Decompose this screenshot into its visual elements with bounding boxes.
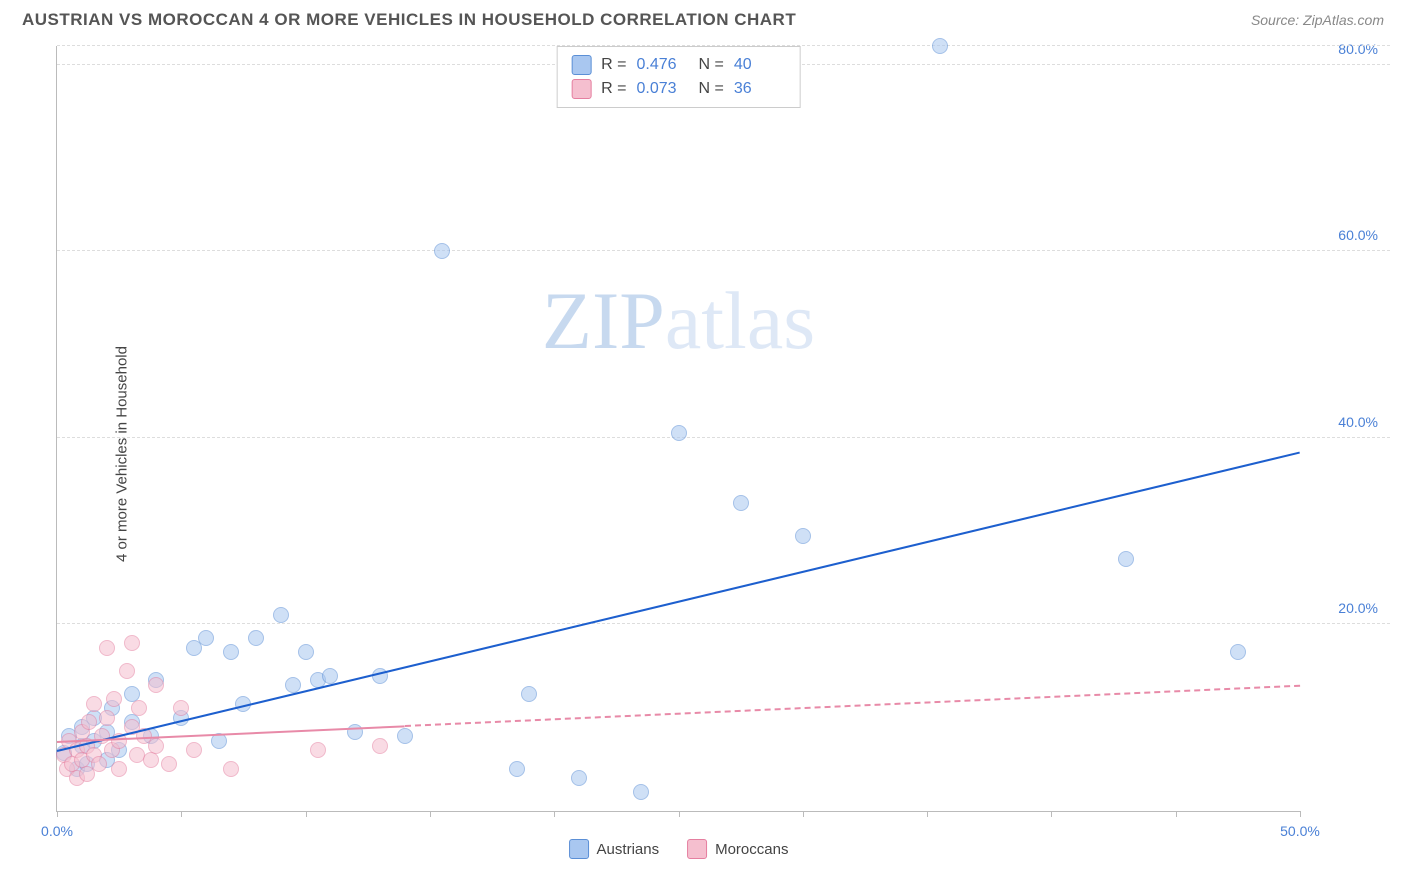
plot-area: ZIPatlas R =0.476N =40R =0.073N =36 Aust… bbox=[56, 46, 1300, 812]
scatter-point bbox=[434, 243, 450, 259]
chart-container: 4 or more Vehicles in Household ZIPatlas… bbox=[46, 46, 1390, 862]
legend-label: Austrians bbox=[597, 841, 660, 858]
stat-n-value: 36 bbox=[734, 80, 786, 98]
x-tick-mark bbox=[927, 811, 928, 817]
scatter-point bbox=[298, 644, 314, 660]
trend-line-dashed bbox=[405, 685, 1300, 727]
scatter-point bbox=[223, 644, 239, 660]
scatter-point bbox=[372, 738, 388, 754]
legend-bottom: Austrians Moroccans bbox=[569, 839, 789, 859]
stat-n-label: N = bbox=[699, 80, 724, 98]
x-tick-mark bbox=[430, 811, 431, 817]
scatter-point bbox=[1118, 551, 1134, 567]
stat-r-value: 0.476 bbox=[637, 56, 689, 74]
scatter-point bbox=[161, 756, 177, 772]
legend-swatch bbox=[569, 839, 589, 859]
y-tick-label: 40.0% bbox=[1338, 414, 1378, 430]
y-tick-label: 80.0% bbox=[1338, 41, 1378, 57]
scatter-point bbox=[198, 630, 214, 646]
legend-stats-row: R = 0.073 N = 36 bbox=[571, 77, 786, 101]
scatter-point bbox=[173, 700, 189, 716]
scatter-point bbox=[521, 686, 537, 702]
chart-title: AUSTRIAN VS MOROCCAN 4 OR MORE VEHICLES … bbox=[22, 10, 796, 30]
scatter-point bbox=[111, 761, 127, 777]
scatter-point bbox=[509, 761, 525, 777]
scatter-point bbox=[143, 752, 159, 768]
scatter-point bbox=[99, 710, 115, 726]
legend-swatch bbox=[571, 55, 591, 75]
scatter-point bbox=[733, 495, 749, 511]
scatter-point bbox=[223, 761, 239, 777]
scatter-point bbox=[99, 640, 115, 656]
stat-r-label: R = bbox=[601, 56, 626, 74]
x-tick-mark bbox=[679, 811, 680, 817]
stat-r-label: R = bbox=[601, 80, 626, 98]
scatter-point bbox=[310, 742, 326, 758]
scatter-point bbox=[129, 747, 145, 763]
scatter-point bbox=[81, 714, 97, 730]
scatter-point bbox=[397, 728, 413, 744]
x-tick-label: 50.0% bbox=[1280, 823, 1320, 839]
scatter-point bbox=[285, 677, 301, 693]
x-tick-label: 0.0% bbox=[41, 823, 73, 839]
scatter-point bbox=[1230, 644, 1246, 660]
x-tick-mark bbox=[306, 811, 307, 817]
gridline bbox=[57, 437, 1390, 438]
legend-stats-row: R = 0.476 N = 40 bbox=[571, 53, 786, 77]
legend-item: Moroccans bbox=[687, 839, 788, 859]
x-tick-mark bbox=[181, 811, 182, 817]
scatter-point bbox=[932, 38, 948, 54]
scatter-point bbox=[671, 425, 687, 441]
scatter-point bbox=[124, 635, 140, 651]
legend-label: Moroccans bbox=[715, 841, 788, 858]
scatter-point bbox=[795, 528, 811, 544]
scatter-point bbox=[148, 677, 164, 693]
x-tick-mark bbox=[57, 811, 58, 817]
gridline bbox=[57, 250, 1390, 251]
scatter-point bbox=[273, 607, 289, 623]
scatter-point bbox=[322, 668, 338, 684]
scatter-point bbox=[571, 770, 587, 786]
scatter-point bbox=[131, 700, 147, 716]
scatter-point bbox=[248, 630, 264, 646]
legend-item: Austrians bbox=[569, 839, 660, 859]
chart-source: Source: ZipAtlas.com bbox=[1251, 12, 1384, 28]
y-tick-label: 60.0% bbox=[1338, 227, 1378, 243]
legend-swatch bbox=[571, 79, 591, 99]
stat-n-value: 40 bbox=[734, 56, 786, 74]
scatter-point bbox=[186, 742, 202, 758]
scatter-point bbox=[148, 738, 164, 754]
x-tick-mark bbox=[554, 811, 555, 817]
x-tick-mark bbox=[803, 811, 804, 817]
stat-r-value: 0.073 bbox=[637, 80, 689, 98]
scatter-point bbox=[347, 724, 363, 740]
scatter-point bbox=[106, 691, 122, 707]
watermark: ZIPatlas bbox=[542, 274, 815, 368]
scatter-point bbox=[86, 696, 102, 712]
trend-line bbox=[57, 452, 1300, 752]
legend-stats: R = 0.476 N = 40 R = 0.073 N = 36 bbox=[556, 46, 801, 108]
scatter-point bbox=[633, 784, 649, 800]
stat-n-label: N = bbox=[699, 56, 724, 74]
x-tick-mark bbox=[1051, 811, 1052, 817]
scatter-point bbox=[119, 663, 135, 679]
y-tick-label: 20.0% bbox=[1338, 600, 1378, 616]
x-tick-mark bbox=[1176, 811, 1177, 817]
x-tick-mark bbox=[1300, 811, 1301, 817]
gridline bbox=[57, 623, 1390, 624]
legend-swatch bbox=[687, 839, 707, 859]
scatter-point bbox=[91, 756, 107, 772]
